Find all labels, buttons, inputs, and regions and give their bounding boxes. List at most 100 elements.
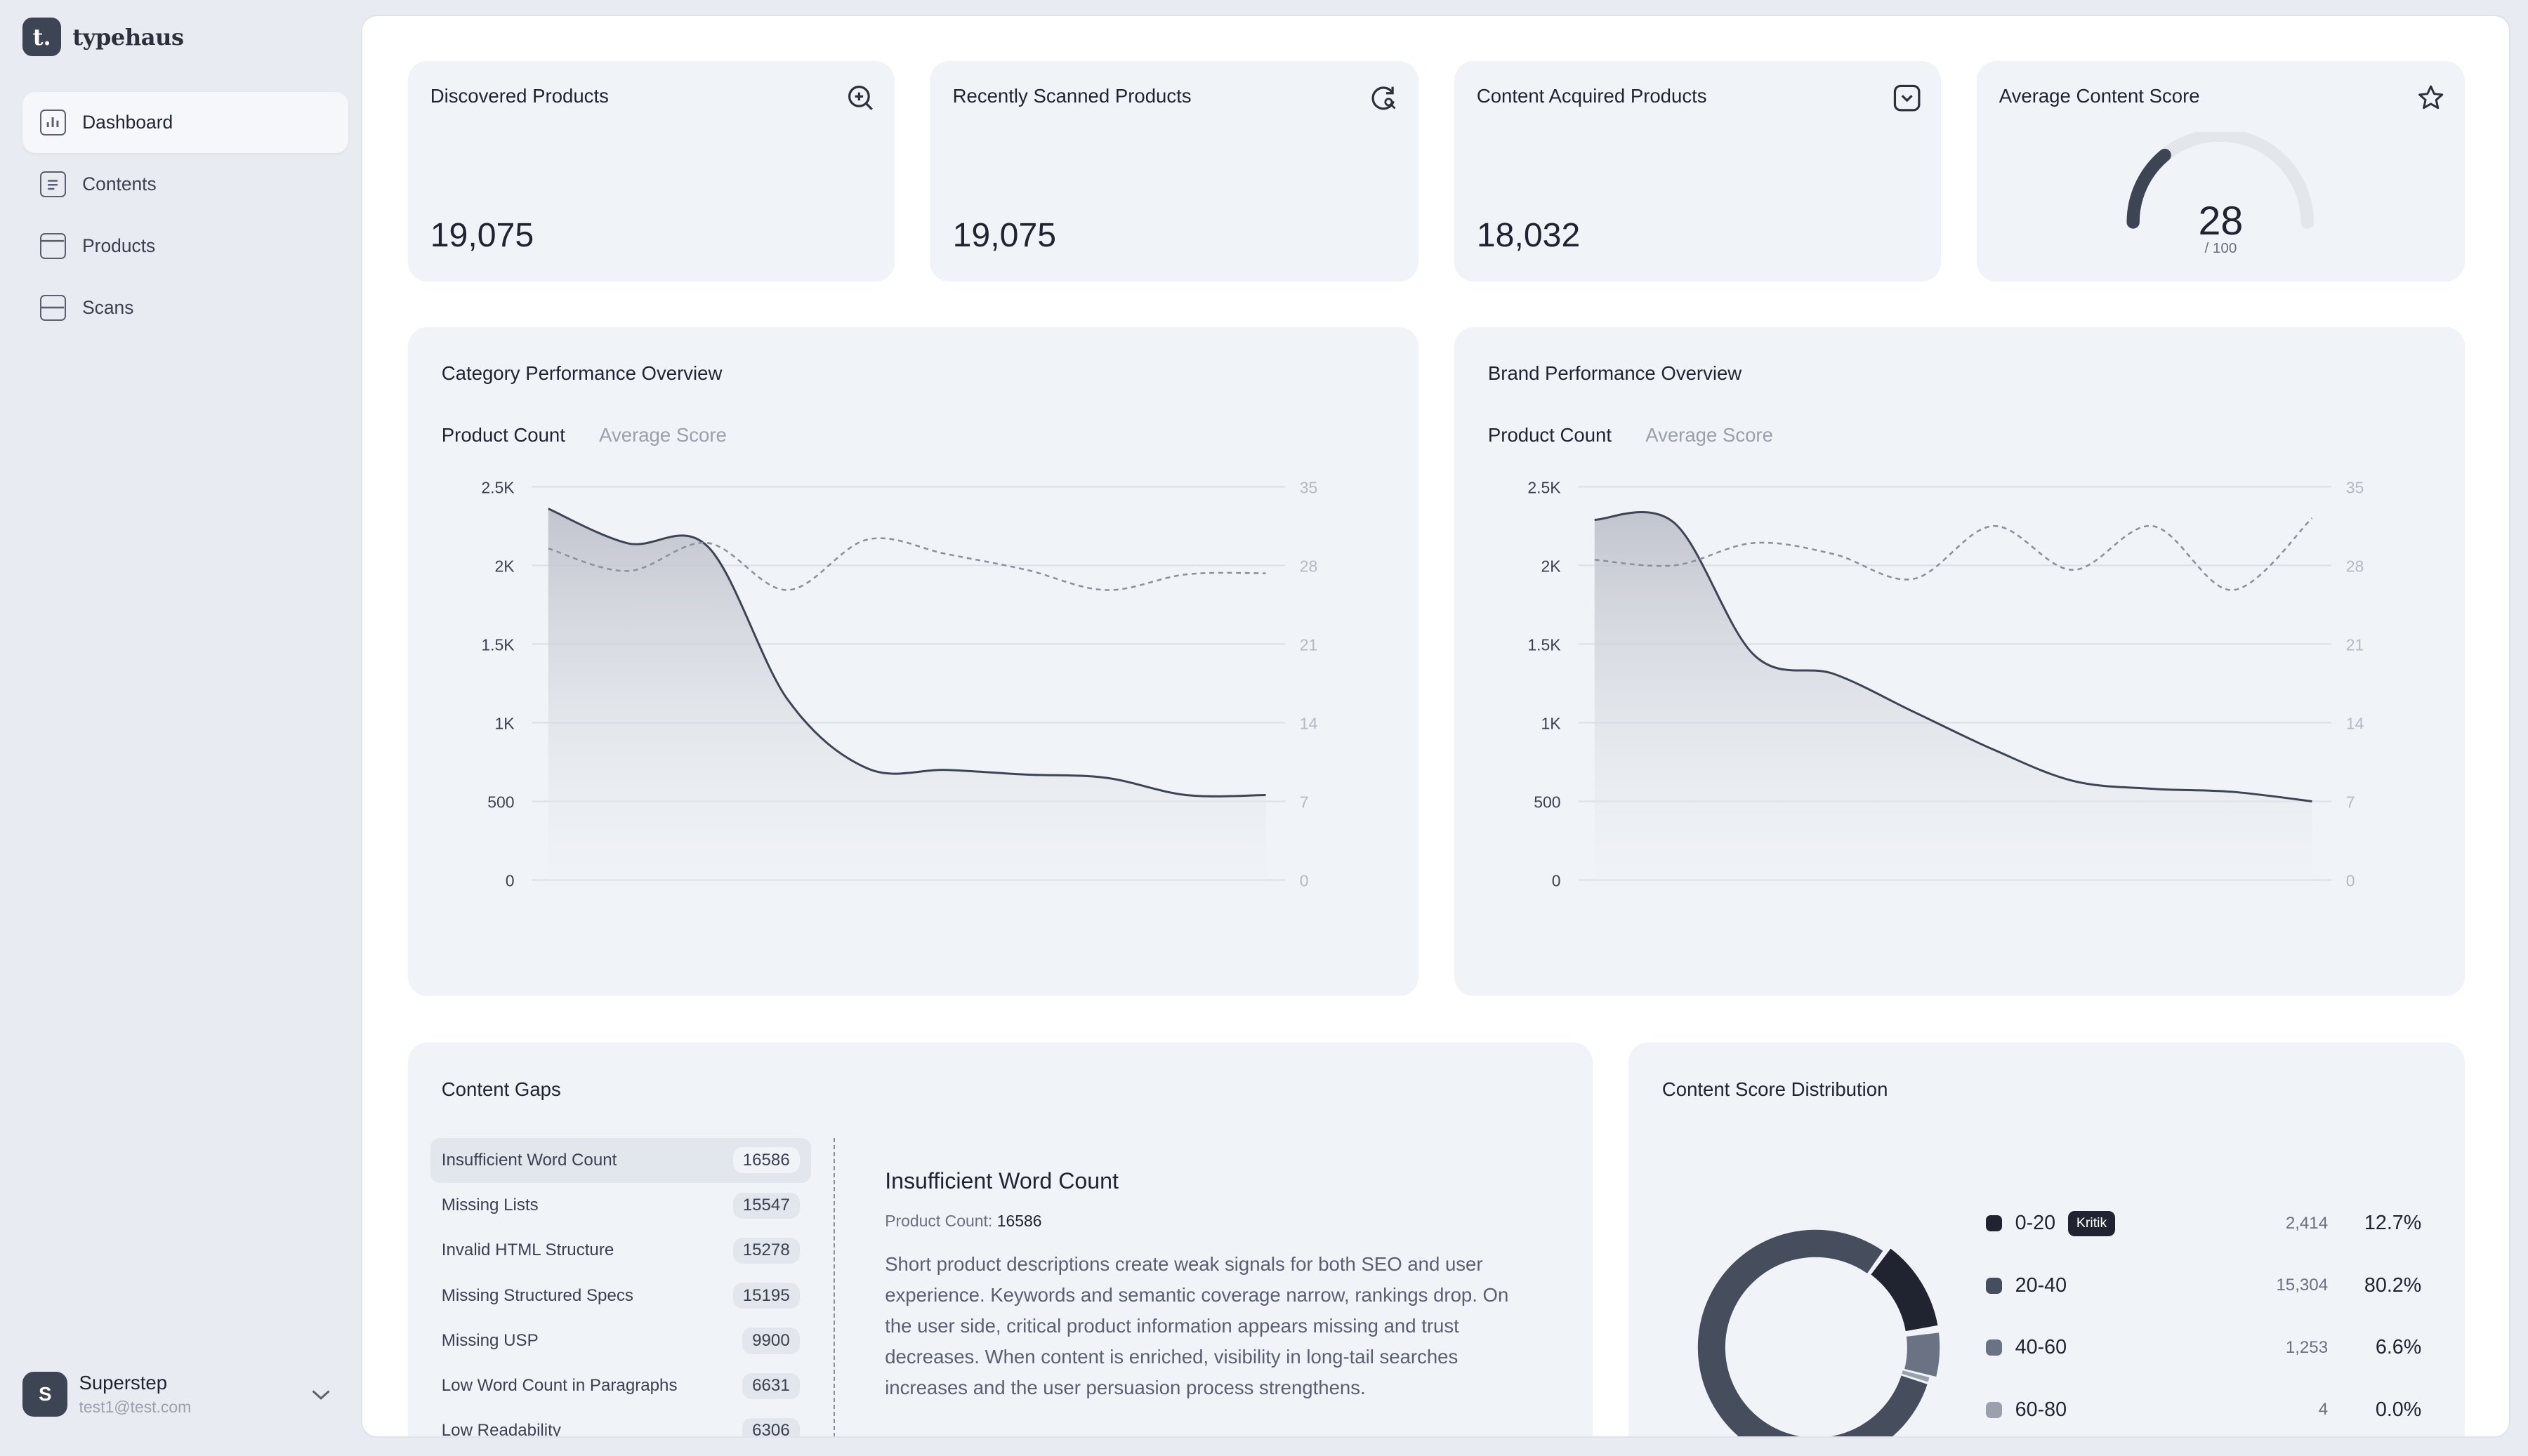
legend-count: 2,414 <box>2285 1213 2329 1233</box>
sidebar-item-label: Dashboard <box>82 111 173 133</box>
legend-swatch <box>1986 1401 2003 1418</box>
content-gap-count: 15278 <box>732 1237 800 1264</box>
sidebar-item-dashboard[interactable]: Dashboard <box>22 91 348 154</box>
content-gap-label: Low Word Count in Paragraphs <box>441 1376 678 1396</box>
brand-performance-panel: Brand Performance Overview Product Count… <box>1454 326 2466 996</box>
panel-title: Content Gaps <box>441 1078 561 1100</box>
box-icon <box>40 232 67 259</box>
stat-title: Discovered Products <box>430 85 609 107</box>
sidebar-item-contents[interactable]: Contents <box>22 154 348 215</box>
product-count-area <box>1594 512 2312 880</box>
legend-range: 0-20 <box>2015 1212 2056 1235</box>
gap-detail-count-value: 16586 <box>996 1212 1042 1231</box>
content-gap-item[interactable]: Missing Structured Specs 15195 <box>430 1273 811 1318</box>
y-tick-label: 1K <box>494 714 515 732</box>
y-tick-label: 500 <box>1534 793 1560 811</box>
content-gap-label: Missing Lists <box>441 1196 539 1215</box>
content-gap-label: Missing USP <box>441 1330 539 1350</box>
y-tick-label: 2.5K <box>1527 478 1561 496</box>
content-gap-count: 16586 <box>732 1147 800 1174</box>
y2-tick-label: 14 <box>2345 714 2364 732</box>
tab-product-count[interactable]: Product Count <box>1487 423 1612 446</box>
content-gap-item[interactable]: Invalid HTML Structure 15278 <box>430 1228 811 1273</box>
gap-detail-count-label: Product Count: <box>885 1212 993 1231</box>
logo-mark: t. <box>22 18 62 57</box>
score-max: / 100 <box>2204 239 2237 256</box>
content-gap-count: 15547 <box>732 1192 800 1219</box>
category-performance-panel: Category Performance Overview Product Co… <box>407 326 1419 996</box>
content-gap-item[interactable]: Missing Lists 15547 <box>430 1183 811 1228</box>
refresh-search-icon[interactable] <box>1370 84 1399 112</box>
score-distribution-panel: Content Score Distribution 0-20 Kritik 2,4… <box>1628 1043 2466 1437</box>
donut-slice-20-40 <box>1697 1229 1928 1437</box>
user-email: test1@test.com <box>79 1397 192 1416</box>
content-gap-item[interactable]: Missing USP 9900 <box>430 1318 811 1363</box>
legend-percent: 80.2% <box>2364 1273 2422 1297</box>
y-tick-label: 0 <box>505 871 514 889</box>
stat-card-acquired: Content Acquired Products 18,032 <box>1454 60 1942 282</box>
distribution-legend: 0-20 Kritik 2,414 12.7% 20-40 15,304 80.2% 40-6… <box>1986 1193 2422 1436</box>
score-gauge <box>2126 131 2314 229</box>
legend-swatch <box>1986 1277 2003 1294</box>
sidebar-item-label: Products <box>82 234 156 256</box>
distribution-donut <box>1697 1229 1940 1437</box>
search-plus-icon[interactable] <box>846 84 875 112</box>
sidebar-item-scans[interactable]: Scans <box>22 277 348 338</box>
y2-tick-label: 0 <box>1299 871 1308 889</box>
sidebar-nav: Dashboard Contents Products Scans <box>22 91 348 339</box>
sidebar: t. typehaus Dashboard Contents Products <box>0 0 361 1455</box>
y-tick-label: 2K <box>1541 557 1561 575</box>
tab-average-score[interactable]: Average Score <box>1645 423 1773 446</box>
content-gap-item[interactable]: Low Word Count in Paragraphs 6631 <box>430 1363 811 1408</box>
y-tick-label: 1.5K <box>1527 635 1561 654</box>
content-gap-list: Insufficient Word Count 16586 Missing List… <box>430 1137 811 1438</box>
content-gap-label: Insufficient Word Count <box>441 1150 617 1170</box>
legend-item: 60-80 4 0.0% <box>1986 1379 2421 1436</box>
y-tick-label: 2.5K <box>481 478 515 496</box>
legend-range: 40-60 <box>2015 1336 2067 1359</box>
content-gap-item[interactable]: Low Readability 6306 <box>430 1408 811 1438</box>
stat-value: 19,075 <box>952 216 1057 255</box>
legend-swatch <box>1986 1339 2003 1356</box>
content-gap-label: Low Readability <box>441 1421 561 1438</box>
legend-percent: 12.7% <box>2364 1212 2422 1235</box>
product-count-line <box>1594 510 2312 802</box>
category-chart: 0 0 500 7 1K 14 1.5K 21 2K 28 2.5K 35 <box>481 478 1317 889</box>
stat-value: 18,032 <box>1476 216 1581 255</box>
panel-title: Category Performance Overview <box>441 362 723 385</box>
avatar: S <box>22 1371 68 1417</box>
donut-slice-60-80 <box>1901 1370 1930 1382</box>
content-gap-label: Invalid HTML Structure <box>441 1240 614 1260</box>
content-gap-item[interactable]: Insufficient Word Count 16586 <box>430 1137 811 1183</box>
legend-percent: 6.6% <box>2375 1336 2422 1359</box>
content-gap-count: 6631 <box>742 1372 800 1399</box>
divider <box>833 1137 835 1437</box>
chevron-down-icon[interactable] <box>310 1383 332 1405</box>
tab-average-score[interactable]: Average Score <box>599 423 727 446</box>
logo[interactable]: t. typehaus <box>22 18 184 57</box>
stat-title: Recently Scanned Products <box>952 85 1192 107</box>
content-gap-count: 15195 <box>732 1283 800 1309</box>
y2-tick-label: 21 <box>1299 635 1317 654</box>
donut-slice-0-20 <box>1870 1248 1937 1331</box>
stat-card-scanned: Recently Scanned Products 19,075 <box>930 60 1419 282</box>
sidebar-item-products[interactable]: Products <box>22 216 348 277</box>
legend-range: 20-40 <box>2015 1273 2067 1297</box>
y2-tick-label: 28 <box>2345 557 2364 575</box>
chevron-square-icon[interactable] <box>1892 84 1921 112</box>
stat-title: Average Content Score <box>1999 85 2200 107</box>
gap-detail-description: Short product descriptions create weak s… <box>885 1253 1509 1399</box>
star-icon[interactable] <box>2416 84 2445 112</box>
legend-count: 15,304 <box>2276 1276 2329 1295</box>
document-icon <box>40 171 67 197</box>
stat-value: 19,075 <box>430 216 534 255</box>
main-content: Discovered Products 19,075 Recently Scan… <box>361 14 2510 1438</box>
panel-title: Brand Performance Overview <box>1487 362 1742 385</box>
y2-tick-label: 35 <box>2345 478 2364 496</box>
stat-card-discovered: Discovered Products 19,075 <box>407 60 895 282</box>
tab-product-count[interactable]: Product Count <box>441 423 565 446</box>
donut-slice-40-60 <box>1904 1332 1940 1377</box>
content-gaps-panel: Content Gaps Insufficient Word Count 1658… <box>407 1043 1593 1438</box>
user-menu[interactable]: S Superstep test1@test.com <box>22 1367 338 1422</box>
legend-item: 20-40 15,304 80.2% <box>1986 1255 2421 1316</box>
